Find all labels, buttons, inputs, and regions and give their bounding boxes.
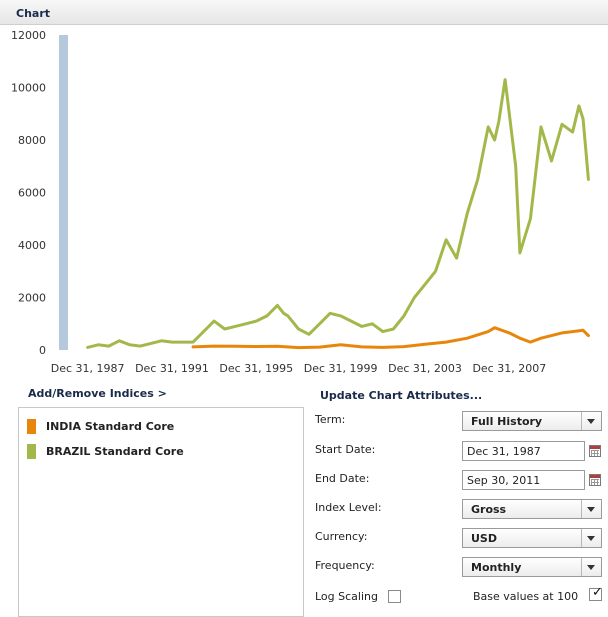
indices-legend: INDIA Standard Core BRAZIL Standard Core <box>18 407 304 617</box>
x-tick-label: Dec 31, 1987 <box>51 362 125 375</box>
chart-series <box>86 78 590 350</box>
y-axis-bar <box>59 35 68 350</box>
index-level-select-value: Gross <box>471 503 507 516</box>
series-line-india <box>191 326 590 350</box>
x-tick-label: Dec 31, 2003 <box>388 362 462 375</box>
chart-header: Chart <box>0 0 608 25</box>
y-tick-label: 2000 <box>18 292 46 305</box>
chevron-down-icon[interactable] <box>581 529 601 547</box>
legend-swatch-brazil <box>27 444 36 459</box>
legend-label-india: INDIA Standard Core <box>46 420 175 433</box>
checkmark-icon: ✓ <box>592 585 603 600</box>
chart-title: Chart <box>16 7 51 20</box>
y-tick-label: 12000 <box>11 29 46 42</box>
calendar-icon[interactable] <box>589 474 601 486</box>
term-label: Term: <box>315 413 346 426</box>
chevron-down-icon[interactable] <box>581 412 601 430</box>
y-tick-label: 8000 <box>18 134 46 147</box>
x-tick-label: Dec 31, 2007 <box>472 362 546 375</box>
log-scaling-checkbox[interactable] <box>388 590 401 603</box>
line-chart: 0 2000 4000 6000 8000 10000 12000 Dec 31, 1987… <box>11 29 590 375</box>
y-tick-label: 0 <box>39 344 46 357</box>
legend-label-brazil: BRAZIL Standard Core <box>46 445 184 458</box>
log-scaling-label: Log Scaling <box>315 590 378 603</box>
start-date-label: Start Date: <box>315 443 376 456</box>
start-date-input[interactable] <box>462 441 585 461</box>
y-tick-label: 4000 <box>18 239 46 252</box>
frequency-label: Frequency: <box>315 559 375 572</box>
chevron-down-icon[interactable] <box>581 500 601 518</box>
add-remove-indices-link[interactable]: Add/Remove Indices > <box>28 387 167 400</box>
x-tick-label: Dec 31, 1995 <box>219 362 293 375</box>
currency-label: Currency: <box>315 530 368 543</box>
frequency-select-value: Monthly <box>471 561 522 574</box>
end-date-input[interactable] <box>462 470 585 490</box>
chevron-down-icon[interactable] <box>581 558 601 576</box>
base-values-label: Base values at 100 <box>473 590 579 603</box>
calendar-icon[interactable] <box>589 445 601 457</box>
end-date-label: End Date: <box>315 472 370 485</box>
series-line-brazil <box>86 78 590 349</box>
currency-select-value: USD <box>471 532 497 545</box>
index-level-label: Index Level: <box>315 501 382 514</box>
update-chart-attributes-heading: Update Chart Attributes... <box>320 389 483 402</box>
y-tick-label: 10000 <box>11 82 46 95</box>
term-select[interactable]: Full History <box>462 411 602 431</box>
currency-select[interactable]: USD <box>462 528 602 548</box>
base-values-checkbox[interactable]: ✓ <box>589 585 603 601</box>
x-axis: Dec 31, 1987 Dec 31, 1991 Dec 31, 1995 Dec … <box>51 362 546 375</box>
legend-swatch-india <box>27 419 36 434</box>
frequency-select[interactable]: Monthly <box>462 557 602 577</box>
index-level-select[interactable]: Gross <box>462 499 602 519</box>
y-tick-label: 6000 <box>18 187 46 200</box>
term-select-value: Full History <box>471 415 543 428</box>
y-axis: 0 2000 4000 6000 8000 10000 12000 <box>11 29 68 357</box>
x-tick-label: Dec 31, 1999 <box>304 362 378 375</box>
x-tick-label: Dec 31, 1991 <box>135 362 209 375</box>
